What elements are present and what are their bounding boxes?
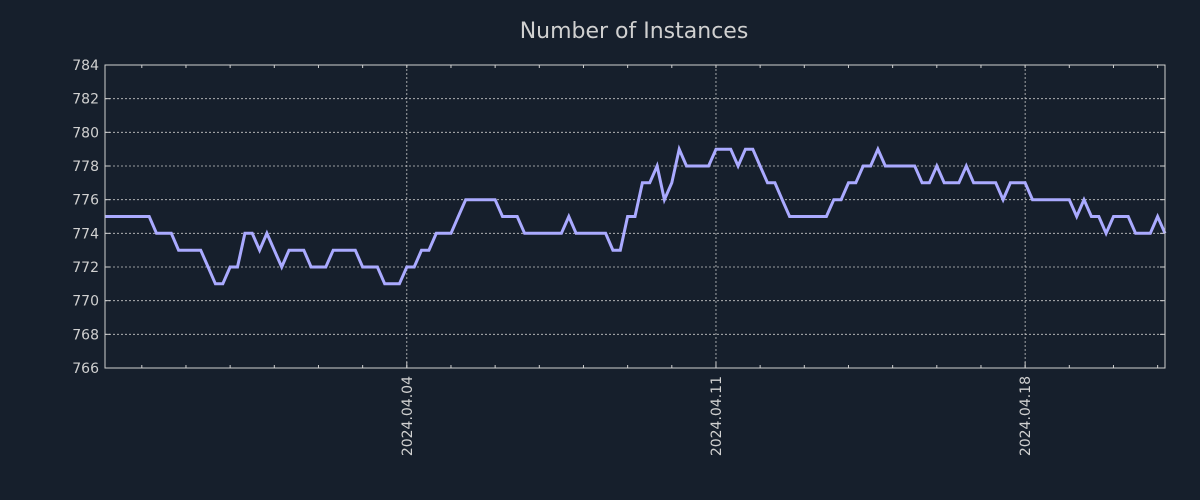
x-tick-labels: 2024.04.04 2024.04.11 2024.04.18 bbox=[400, 376, 1034, 456]
y-tick-label: 772 bbox=[72, 260, 99, 276]
y-tick-labels: 766 768 770 772 774 776 778 780 782 784 bbox=[72, 58, 99, 377]
x-tick-label: 2024.04.11 bbox=[709, 376, 725, 456]
y-tick-label: 776 bbox=[72, 193, 99, 209]
series-line-number-of-instances bbox=[105, 144, 1167, 286]
y-tick-label: 780 bbox=[72, 125, 99, 141]
y-tick-label: 770 bbox=[72, 294, 99, 310]
y-tick-label: 774 bbox=[72, 226, 99, 242]
grid-lines bbox=[105, 65, 1165, 368]
y-tick-label: 782 bbox=[72, 92, 99, 108]
plot-frame bbox=[104, 64, 1166, 369]
y-tick-label: 778 bbox=[72, 159, 99, 175]
x-tick-label: 2024.04.18 bbox=[1018, 376, 1034, 456]
y-tick-label: 766 bbox=[72, 361, 99, 377]
y-tick-label: 768 bbox=[72, 327, 99, 343]
x-tick-label: 2024.04.04 bbox=[400, 376, 416, 456]
chart-title: Number of Instances bbox=[520, 19, 749, 44]
y-tick-label: 784 bbox=[72, 58, 99, 74]
